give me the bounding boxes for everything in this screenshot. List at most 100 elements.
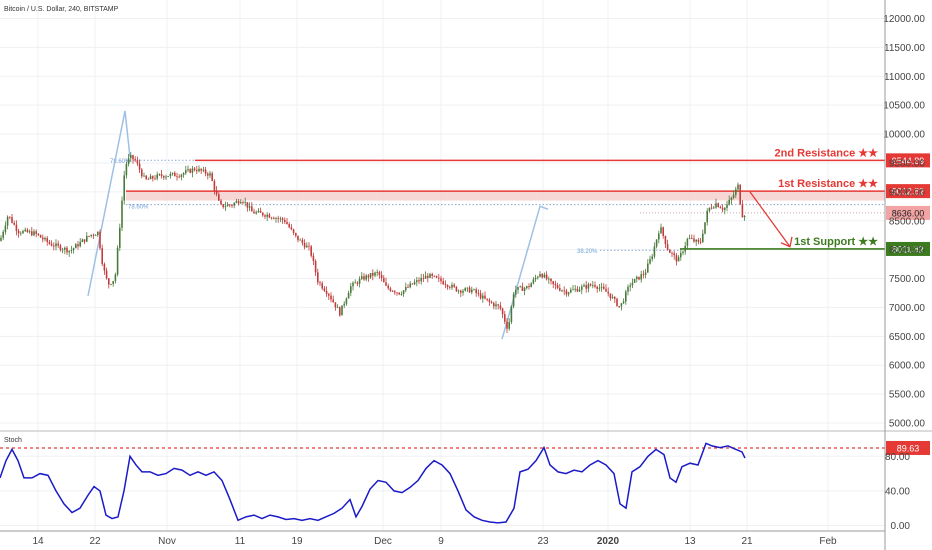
candle-body [495, 304, 497, 307]
candle-body [387, 285, 389, 289]
candle-body [385, 282, 387, 286]
candle-body [651, 256, 653, 260]
candle-body [361, 276, 363, 279]
candle-body [605, 288, 607, 292]
candle-body [369, 273, 372, 278]
candle-body [686, 238, 689, 246]
candle-body [198, 168, 200, 172]
candle-body [691, 238, 693, 239]
candle-body [713, 207, 715, 209]
candle-body [244, 202, 246, 203]
candle-body [341, 305, 343, 316]
candle-body [400, 294, 403, 295]
candle-body [475, 289, 477, 294]
candle-body [101, 248, 103, 264]
candle-body [543, 274, 546, 278]
candle-body [207, 173, 209, 176]
candle-body [288, 224, 290, 228]
candle-body [440, 278, 442, 282]
candle-body [299, 239, 301, 241]
candle-body [105, 270, 108, 279]
candle-body [658, 233, 660, 240]
candle-body [251, 206, 253, 212]
candle-body [306, 245, 308, 248]
candle-body [178, 176, 180, 178]
candle-body [154, 178, 156, 180]
candle-body [185, 170, 187, 174]
time-tick-label: 2020 [597, 536, 620, 547]
candle-body [66, 247, 68, 253]
candle-body [528, 286, 530, 288]
candle-body [224, 206, 227, 208]
axes: 12000.00 11500.00 11000.00 10500.00 10000.00… [32, 14, 925, 547]
candle-body [189, 169, 191, 173]
candle-body [138, 163, 141, 170]
candle-body [486, 298, 488, 300]
candle-body [28, 231, 31, 233]
candle-body [576, 288, 579, 292]
fib-label: 78.60% [110, 159, 131, 165]
candle-body [277, 218, 279, 219]
price-tick-label: 9000.00 [889, 187, 926, 198]
candle-body [493, 303, 495, 307]
candle-body [726, 204, 728, 208]
candle-body [488, 299, 491, 302]
candle-body [44, 238, 46, 240]
candle-body [471, 289, 473, 293]
candle-body [323, 288, 326, 291]
candle-body [737, 184, 739, 190]
candle-body [427, 275, 429, 278]
candle-body [48, 241, 51, 244]
candle-body [37, 233, 40, 236]
candle-body [103, 263, 106, 271]
candle-body [607, 291, 609, 294]
candle-body [242, 202, 244, 203]
stoch-tick-label: 80.00 [885, 452, 910, 463]
candle-body [411, 283, 414, 285]
candle-body [211, 173, 213, 181]
candle-body [512, 294, 515, 307]
candle-body [226, 204, 229, 207]
candle-body [193, 168, 196, 171]
candle-body [636, 276, 638, 279]
candle-body [365, 275, 367, 280]
candle-body [578, 289, 581, 292]
candle-body [279, 218, 282, 220]
candle-body [262, 212, 264, 216]
candle-body [171, 172, 174, 174]
candle-body [433, 275, 436, 277]
candle-body [284, 220, 286, 222]
candle-body [466, 287, 469, 289]
candle-body [455, 286, 458, 292]
candle-body [358, 278, 361, 284]
stoch-line [0, 442, 746, 524]
price-tick-label: 11500.00 [884, 43, 925, 54]
candle-body [719, 207, 722, 209]
candle-body [132, 155, 134, 160]
candle-body [99, 231, 101, 249]
candle-body [350, 286, 352, 293]
candle-body [431, 273, 433, 276]
candle-body [614, 297, 616, 299]
candle-body [79, 242, 81, 247]
candle-body [4, 225, 7, 232]
candle-body [530, 283, 532, 288]
candle-body [112, 281, 114, 285]
price-tick-label: 5500.00 [889, 390, 926, 401]
candle-body [715, 203, 717, 208]
candle-body [633, 278, 636, 283]
candle-body [708, 207, 711, 211]
candle-body [671, 252, 673, 254]
candle-body [39, 235, 42, 238]
candle-body [422, 278, 425, 279]
candle-body [548, 278, 550, 280]
candle-body [352, 282, 354, 287]
candle-body [585, 285, 587, 289]
candle-body [396, 292, 398, 294]
candle-body [460, 290, 462, 293]
candle-body [61, 249, 64, 251]
candle-body [22, 230, 24, 234]
candle-body [688, 238, 691, 239]
time-tick-label: 14 [32, 536, 44, 547]
